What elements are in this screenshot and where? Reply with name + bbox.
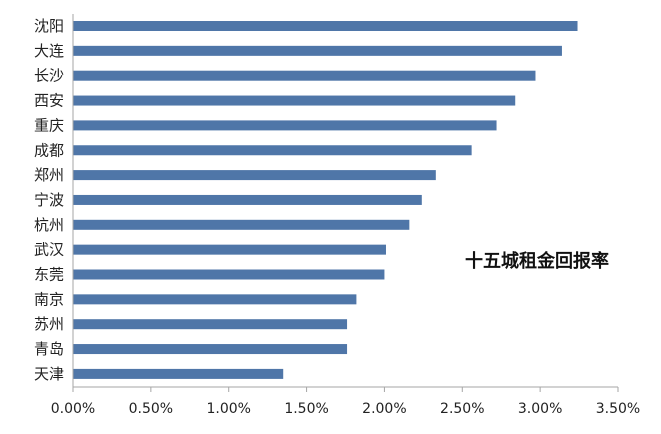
- bar: [73, 170, 436, 181]
- chart-title: 十五城租金回报率: [465, 250, 609, 272]
- bar: [73, 145, 472, 156]
- category-label: 沈阳: [34, 17, 64, 35]
- x-tick-label: 3.50%: [596, 401, 640, 417]
- bar: [73, 70, 536, 81]
- x-axis: 0.00% 0.50% 1.00% 1.50% 2.00% 2.50% 3.00% 3.50%: [51, 14, 640, 417]
- category-label: 天津: [34, 365, 64, 383]
- bar: [73, 21, 578, 31]
- category-label: 重庆: [34, 116, 64, 134]
- category-label: 南京: [34, 290, 64, 308]
- bar: [73, 319, 348, 330]
- bar: [73, 120, 497, 131]
- bar: [73, 45, 562, 56]
- category-label: 东莞: [34, 266, 64, 284]
- bars: [73, 21, 578, 379]
- bar: [73, 269, 385, 280]
- category-label: 青岛: [34, 340, 64, 358]
- x-tick-label: 3.00%: [518, 401, 562, 417]
- bar: [73, 95, 516, 106]
- category-label: 杭州: [34, 216, 64, 234]
- bar: [73, 219, 410, 230]
- category-label: 苏州: [34, 315, 64, 333]
- x-tick-label: 0.00%: [51, 401, 95, 417]
- category-label: 成都: [34, 141, 64, 159]
- bar: [73, 368, 284, 379]
- x-tick-label: 1.50%: [284, 401, 328, 417]
- category-label: 武汉: [34, 241, 64, 259]
- category-label: 宁波: [34, 191, 64, 209]
- category-label: 长沙: [34, 67, 64, 85]
- bar: [73, 194, 422, 205]
- category-label: 郑州: [34, 166, 64, 184]
- x-tick-label: 2.50%: [440, 401, 484, 417]
- bar: [73, 244, 386, 255]
- bar: [73, 344, 348, 355]
- category-label: 西安: [34, 92, 64, 110]
- x-tick-label: 1.00%: [206, 401, 250, 417]
- bar: [73, 294, 357, 305]
- x-tick-label: 0.50%: [129, 401, 173, 417]
- x-tick-label: 2.00%: [362, 401, 406, 417]
- category-label: 大连: [34, 42, 64, 60]
